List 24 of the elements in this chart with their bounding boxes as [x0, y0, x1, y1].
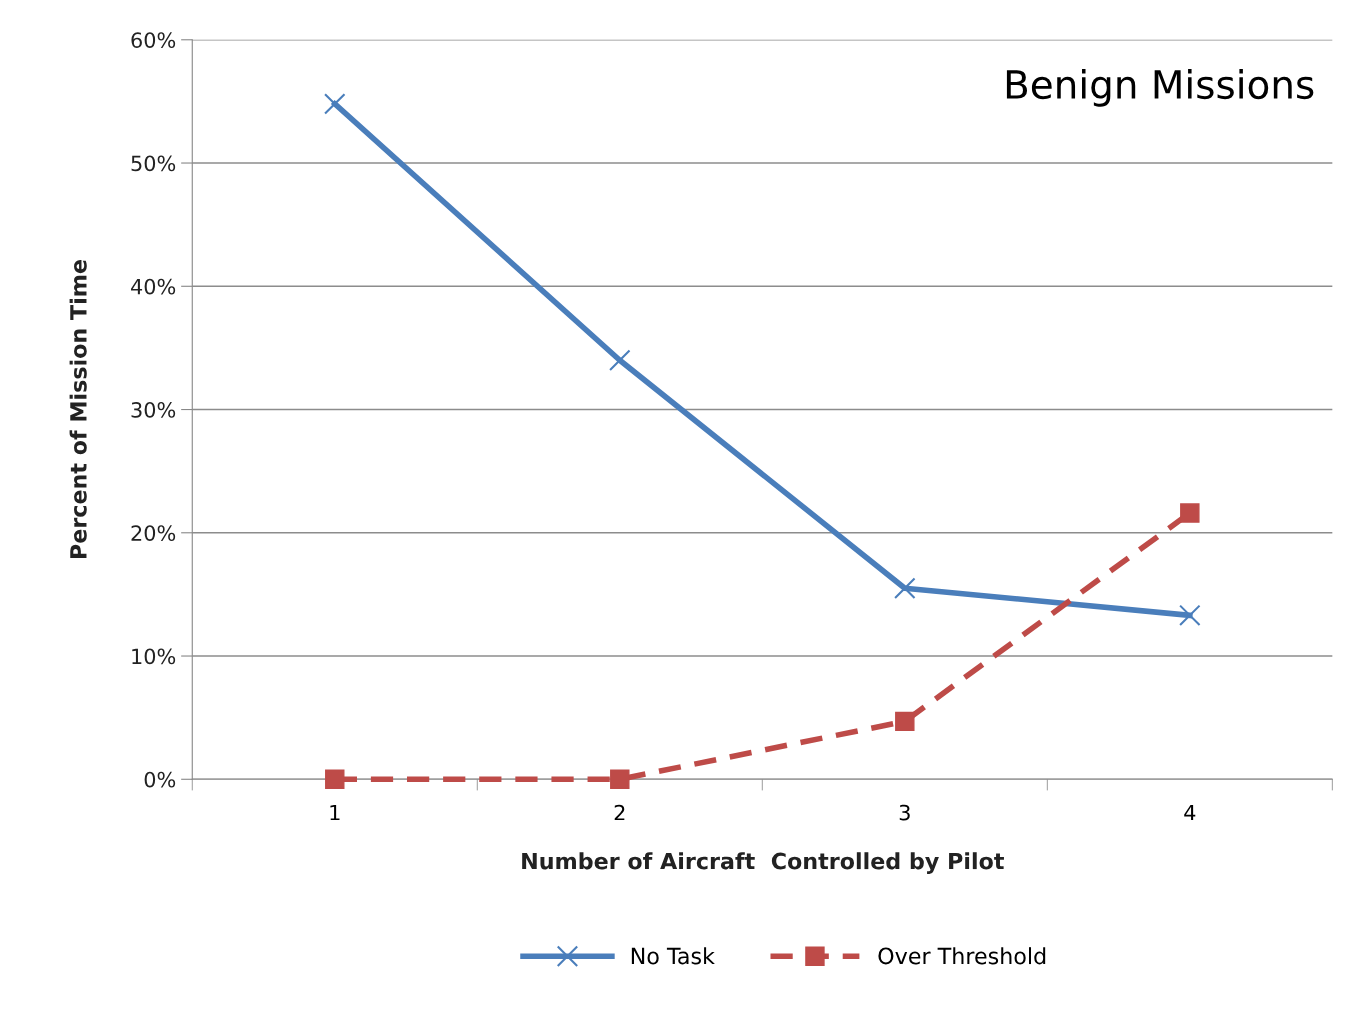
x-axis-title: Number of Aircraft Controlled by Pilot [522, 852, 1004, 874]
text: Benign Missions [1006, 69, 1314, 107]
point [1180, 503, 1200, 523]
y-tick-label: 40% [131, 278, 176, 295]
point [324, 93, 346, 115]
y-tick-label: 20% [131, 525, 176, 541]
y-tick-label: 0% [144, 771, 176, 788]
point [894, 577, 916, 600]
point [895, 711, 915, 732]
point [325, 769, 345, 790]
x-tick-label: 3 [899, 804, 910, 821]
point [610, 769, 630, 790]
y-tick-label: 10% [132, 648, 176, 665]
legend-label: Over Threshold [878, 947, 1046, 965]
x-tick-label: 1 [330, 804, 340, 821]
x-tick-label: 4 [1184, 804, 1196, 821]
x-tick-label: 2 [614, 804, 625, 821]
legend-label: No Task [631, 947, 715, 965]
y-tick-label: 60% [131, 32, 176, 48]
point [1179, 604, 1201, 627]
y-axis-title: Percent of Mission Time [69, 260, 87, 559]
y-tick-label: 50% [131, 155, 176, 172]
point [609, 349, 631, 371]
y-tick-label: 30% [131, 401, 176, 418]
